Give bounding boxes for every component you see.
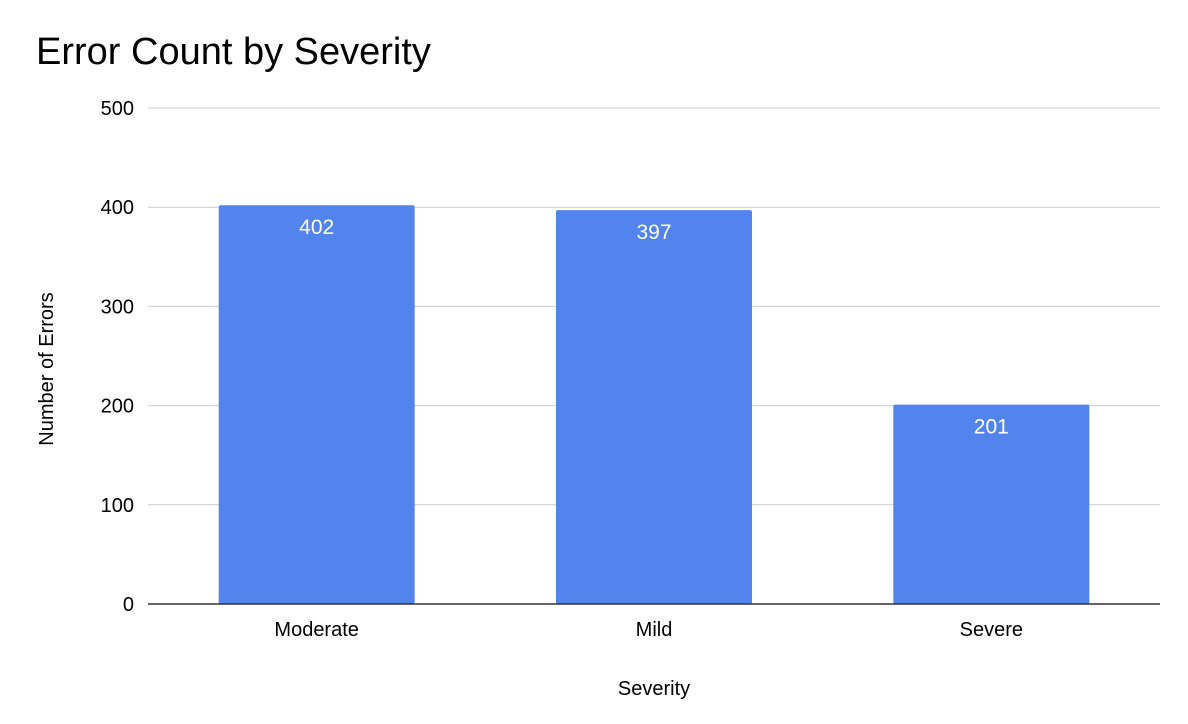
chart-title: Error Count by Severity [36,31,431,73]
x-tick-label: Mild [636,619,673,641]
bar-mild [556,210,752,604]
x-tick-label: Moderate [274,619,359,641]
x-tick-label: Severe [960,619,1023,641]
bars [218,205,1090,604]
bar-moderate [218,205,415,604]
y-tick-label: 400 [101,197,134,219]
y-tick-label: 100 [101,495,134,517]
data-label: 201 [974,416,1009,439]
y-tick-label: 300 [101,296,134,318]
y-tick-label: 0 [123,594,134,616]
y-tick-label: 500 [101,98,134,120]
data-label: 397 [636,221,671,244]
data-label: 402 [299,216,334,239]
labels: 0 100 200 300 400 500 402 Moderate 397 Mild 201 Sev… [101,98,1023,641]
x-axis-title: Severity [618,678,690,700]
bar-severe [893,404,1090,604]
y-axis-title: Number of Errors [36,292,58,445]
y-tick-label: 200 [101,396,134,418]
